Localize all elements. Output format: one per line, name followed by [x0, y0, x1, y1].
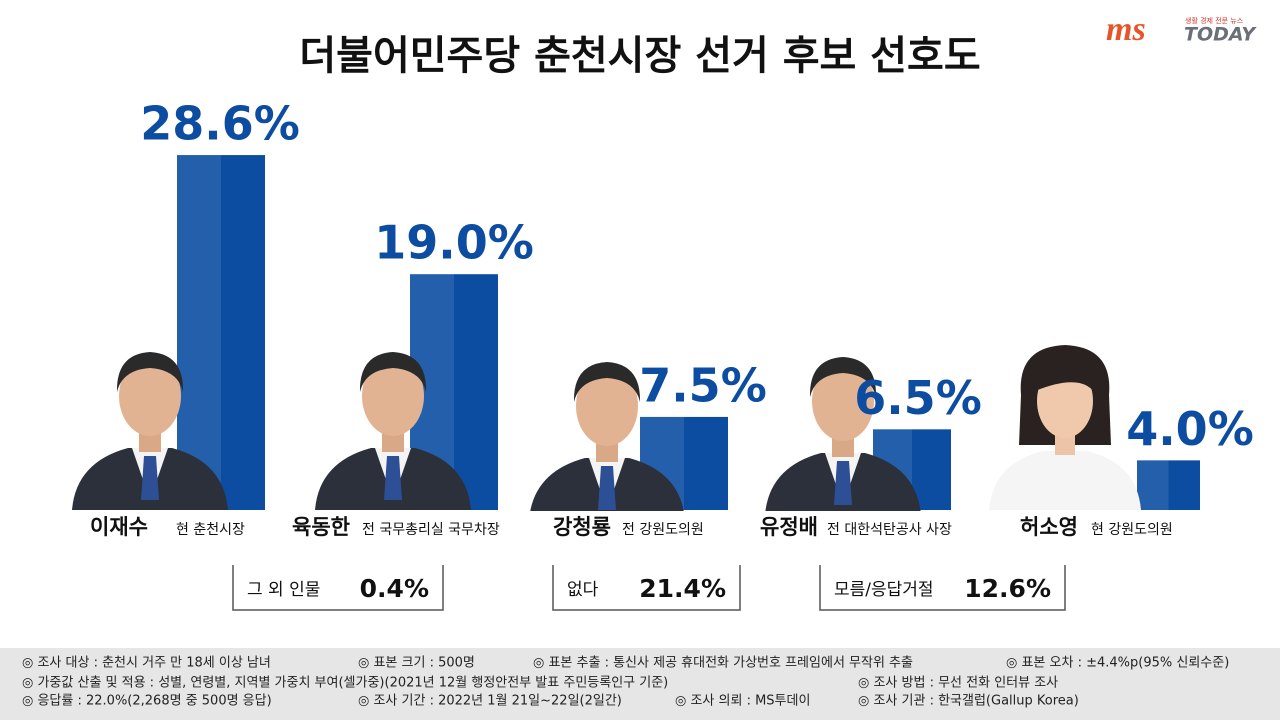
- note: ◎ 조사 방법 : 무선 전화 인터뷰 조사: [858, 676, 1058, 691]
- other-label: 그 외 인물: [247, 580, 320, 600]
- box: [819, 565, 1066, 611]
- other-label: 모름/응답거절: [834, 580, 934, 600]
- other-label: 없다: [567, 580, 599, 600]
- labels: 28.6% 이재수 현 춘천시장 19.0% 육동한 전 국무총리실 국무차장 7.5% 강청…: [90, 97, 1254, 539]
- name-strip: [28, 511, 1220, 545]
- value-label: 6.5%: [854, 371, 982, 425]
- note: ◎ 조사 기관 : 한국갤럽(Gallup Korea): [858, 694, 1079, 709]
- note: ◎ 조사 대상 : 춘천시 거주 만 18세 이상 남녀: [22, 656, 271, 671]
- logo-brand: ms: [1106, 11, 1146, 48]
- note: ◎ 조사 의뢰 : MS투데이: [675, 694, 810, 709]
- logo-tagline: 생활 경제 전문 뉴스: [1185, 16, 1244, 25]
- candidate-description: 전 대한석탄공사 사장: [827, 522, 952, 538]
- candidate-description: 전 강원도의원: [622, 522, 704, 538]
- box: [552, 565, 741, 611]
- bar-highlight: [1137, 460, 1169, 510]
- notes: ◎ 조사 대상 : 춘천시 거주 만 18세 이상 남녀 ◎ 표본 크기 : 50…: [22, 656, 1229, 709]
- note: ◎ 가중값 산출 및 적용 : 성별, 연령별, 지역별 가중치 부여(셀가중)…: [22, 675, 668, 691]
- note: ◎ 조사 기간 : 2022년 1월 21일~22일(2일간): [358, 694, 622, 709]
- candidate-description: 전 국무총리실 국무차장: [362, 522, 500, 538]
- photo: [989, 345, 1141, 510]
- value-label: 28.6%: [140, 97, 300, 151]
- candidate-name: 이재수: [90, 515, 148, 539]
- value-label: 19.0%: [374, 216, 534, 270]
- other-responses: 그 외 인물 0.4% 없다 21.4% 모름/응답거절 12.6%: [232, 565, 1066, 611]
- note: ◎ 표본 추출 : 통신사 제공 휴대전화 가상번호 프레임에서 무작위 추출: [533, 656, 913, 671]
- bar-highlight: [177, 155, 221, 510]
- candidate-name: 강청룡: [553, 515, 611, 539]
- other-value: 12.6%: [964, 574, 1051, 603]
- value-label: 4.0%: [1126, 402, 1254, 456]
- logo-name: TODAY: [1184, 24, 1257, 46]
- chart-title: 더불어민주당 춘천시장 선거 후보 선호도: [299, 33, 980, 79]
- box: [232, 565, 444, 611]
- note: ◎ 표본 오차 : ±4.4%p(95% 신뢰수준): [1006, 656, 1229, 671]
- candidate-description: 현 강원도의원: [1091, 522, 1173, 538]
- other-value: 0.4%: [360, 574, 429, 603]
- logo: ms 생활 경제 전문 뉴스 TODAY: [1106, 11, 1257, 48]
- candidate-name: 육동한: [292, 515, 350, 539]
- note: ◎ 응답률 : 22.0%(2,268명 중 500명 응답): [22, 694, 272, 709]
- bar: [177, 155, 265, 510]
- candidate-description: 현 춘천시장: [176, 522, 245, 538]
- candidate-name: 유정배: [760, 515, 818, 539]
- photos: [72, 345, 1141, 520]
- value-label: 7.5%: [639, 358, 767, 412]
- note: ◎ 표본 크기 : 500명: [358, 656, 475, 671]
- candidate-name: 허소영: [1020, 515, 1078, 539]
- other-value: 21.4%: [639, 574, 726, 603]
- bar: [1137, 460, 1200, 510]
